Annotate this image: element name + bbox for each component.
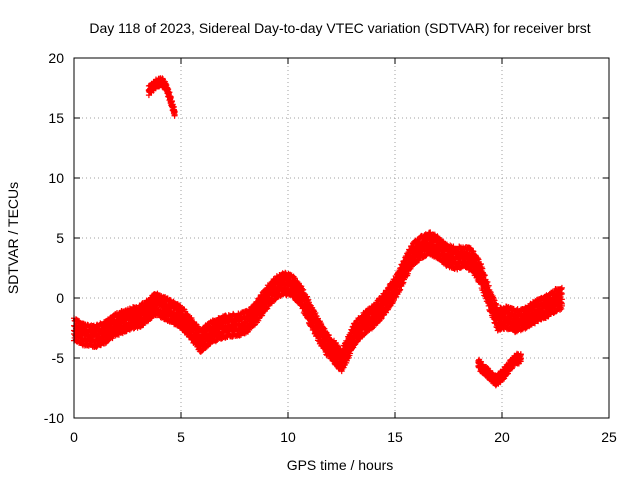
data-point bbox=[291, 275, 298, 282]
data-point bbox=[199, 347, 206, 354]
y-tick-label: 10 bbox=[48, 170, 64, 186]
series-main-band bbox=[71, 229, 565, 375]
chart-title: Day 118 of 2023, Sidereal Day-to-day VTE… bbox=[89, 20, 590, 36]
data-point bbox=[304, 293, 311, 300]
y-tick-label: 0 bbox=[56, 290, 64, 306]
data-point bbox=[300, 286, 307, 293]
y-axis-label: SDTVAR / TECUs bbox=[5, 182, 21, 294]
x-tick-label: 15 bbox=[387, 429, 403, 445]
x-axis-label: GPS time / hours bbox=[287, 457, 394, 473]
y-tick-label: -5 bbox=[52, 350, 65, 366]
data-point bbox=[305, 296, 312, 303]
grid-lines bbox=[74, 58, 609, 418]
series-upper-arc bbox=[145, 75, 178, 119]
y-tick-label: -10 bbox=[44, 410, 64, 426]
x-tick-label: 25 bbox=[601, 429, 617, 445]
data-points bbox=[71, 75, 565, 389]
x-tick-label: 5 bbox=[177, 429, 185, 445]
data-point bbox=[312, 309, 319, 316]
y-tick-label: 20 bbox=[48, 50, 64, 66]
y-tick-label: 15 bbox=[48, 110, 64, 126]
x-tick-label: 20 bbox=[494, 429, 510, 445]
series-lower-arc bbox=[475, 350, 524, 389]
x-tick-label: 10 bbox=[280, 429, 296, 445]
axis-ticks: 0 5 10 15 20 25 -10 -5 0 5 10 15 20 bbox=[44, 50, 617, 445]
data-point bbox=[188, 314, 195, 321]
x-tick-label: 0 bbox=[70, 429, 78, 445]
data-point bbox=[264, 305, 271, 312]
y-tick-label: 5 bbox=[56, 230, 64, 246]
